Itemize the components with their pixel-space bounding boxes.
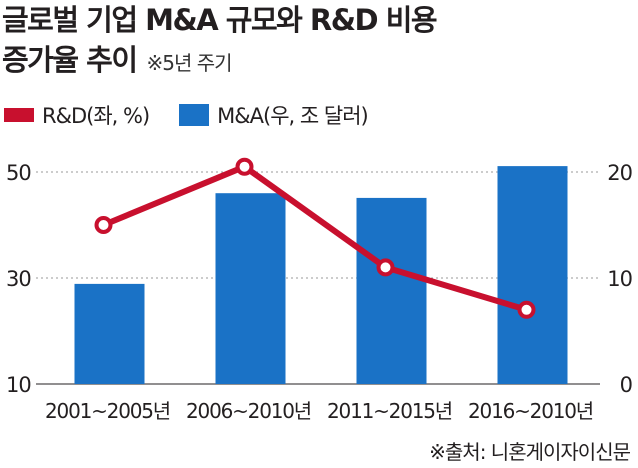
ma-bar [356,197,427,384]
source-note: ※출처: 니혼게이자이신문 [429,440,631,464]
legend-label-ma: M&A(우, 조 달러) [217,104,369,128]
left-axis-tick-label: 30 [6,267,31,291]
ma-bar [74,283,145,384]
rd-point [235,157,254,176]
category-label: 2001~2005년 [45,399,170,423]
category-label: 2016~2010년 [468,399,593,423]
legend-label-rd: R&D(좌, %) [42,104,150,128]
legend-item-rd: R&D(좌, %) [4,100,150,130]
left-axis-tick-label: 10 [6,373,31,397]
left-axis-tick-label: 50 [6,161,31,185]
title-line-2-text: 증가율 추이 [2,43,138,77]
ma-bar [497,166,568,384]
title-line-2: 증가율 추이 ※5년 주기 [2,40,436,83]
legend-swatch-rd [4,108,34,122]
ma-bar [215,193,286,384]
right-axis-tick-label: 10 [607,267,632,291]
title-line-1: 글로벌 기업 M&A 규모와 R&D 비용 [2,3,438,37]
legend: R&D(좌, %) M&A(우, 조 달러) [4,100,398,130]
rd-point [517,300,536,319]
right-axis-tick-label: 0 [620,373,632,397]
rd-line [100,163,530,313]
period-note: ※5년 주기 [146,51,233,75]
right-axis-tick-label: 20 [607,161,632,185]
category-label: 2006~2010년 [186,399,311,423]
chart-title: 글로벌 기업 M&A 규모와 R&D 비용 증가율 추이 ※5년 주기 [2,0,438,83]
legend-item-ma: M&A(우, 조 달러) [179,100,369,130]
rd-point [94,216,113,234]
rd-point [376,258,395,277]
legend-swatch-ma [179,104,210,126]
category-label: 2011~2015년 [327,399,452,423]
